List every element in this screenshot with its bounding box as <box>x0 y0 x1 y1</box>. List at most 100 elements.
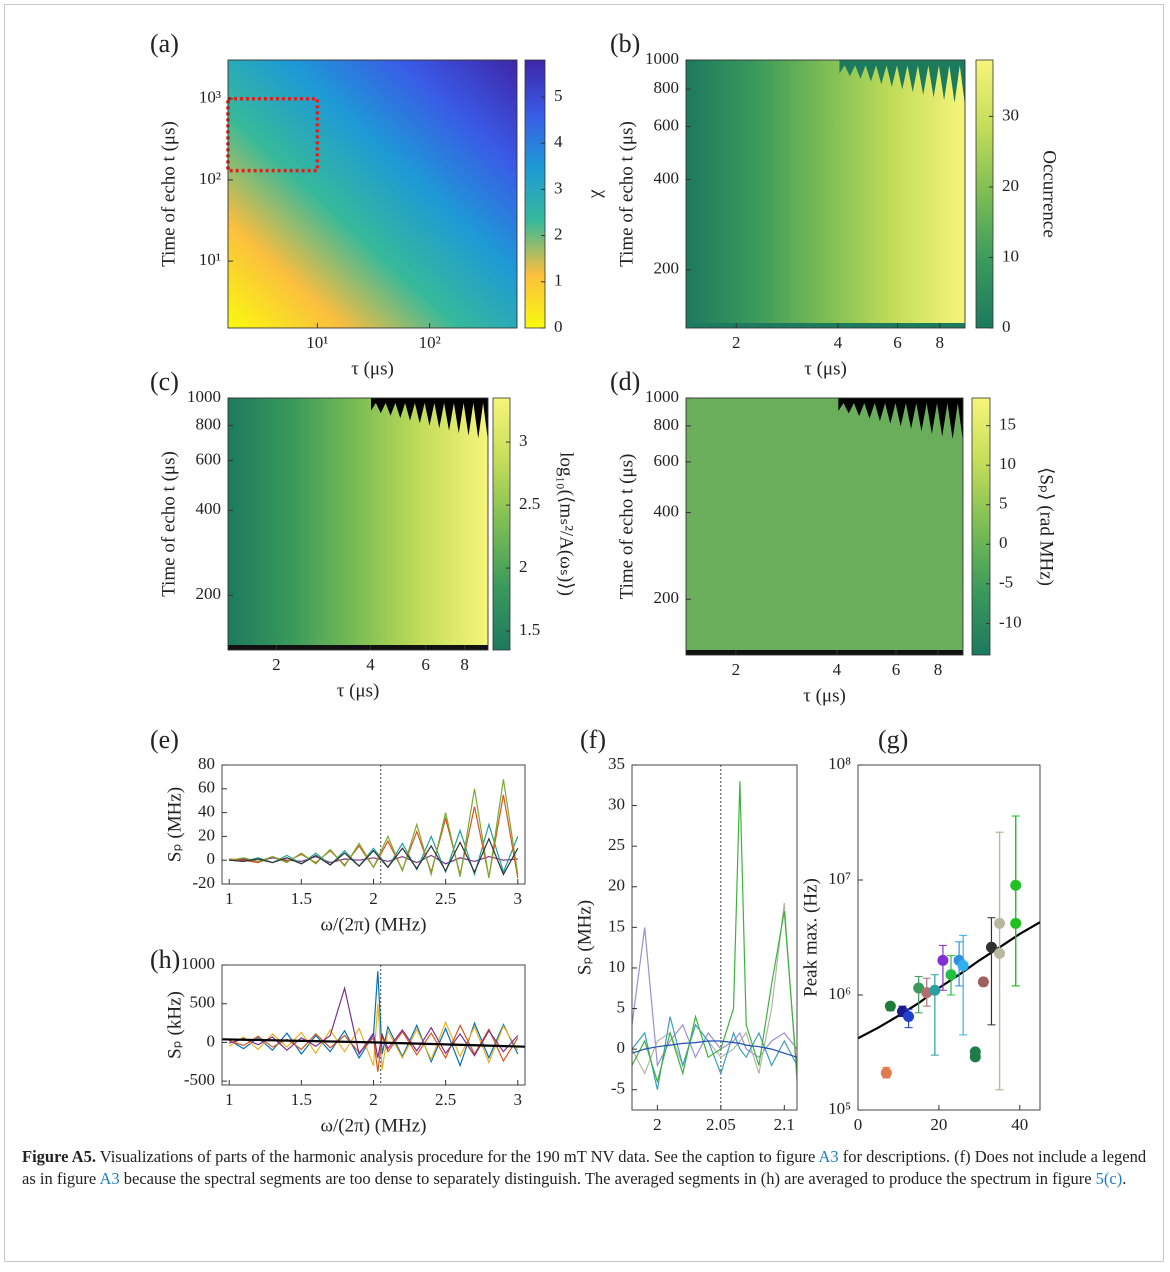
y-axis-label: Sₚ (kHz) <box>164 991 185 1059</box>
x-axis-label: ω/(2π) (MHz) <box>321 914 427 935</box>
figure: (a) 0 1 2 3 4 5 χ 10¹ 10² 10¹ 10² 10³ τ (μs) Time of e… <box>150 29 1060 1136</box>
panel-label: (d) <box>610 367 640 396</box>
x-axis-label: τ (μs) <box>803 685 846 706</box>
y-tick-label: -20 <box>192 873 215 892</box>
y-axis-label: Time of echo t (μs) <box>158 121 179 267</box>
panel-label: (e) <box>150 725 179 754</box>
point <box>913 982 925 994</box>
axes-box <box>857 764 1041 1111</box>
panel-label: (f) <box>580 725 606 754</box>
series-line <box>632 902 797 1082</box>
fit-line <box>222 1038 525 1048</box>
y-tick-label: 400 <box>654 168 680 187</box>
colorbar-tick-label: 1.5 <box>519 620 540 639</box>
panel-label: (c) <box>150 367 179 396</box>
panel-label: (a) <box>150 29 179 58</box>
colorbar-tick-label: 10 <box>999 454 1016 473</box>
series-line <box>229 794 519 879</box>
y-axis-label: Time of echo t (μs) <box>158 451 179 597</box>
caption-link[interactable]: A3 <box>818 1147 839 1166</box>
caption-text: Visualizations of parts of the harmonic … <box>95 1147 819 1166</box>
y-tick-label: 1000 <box>645 387 679 406</box>
caption-text: . <box>1122 1169 1127 1188</box>
series-line <box>632 1040 797 1058</box>
y-tick-label: 200 <box>196 584 222 603</box>
saturated-region <box>371 398 488 441</box>
point <box>937 954 949 966</box>
y-tick-label: 35 <box>608 754 625 773</box>
y-tick-label: 1000 <box>181 954 215 973</box>
caption-link[interactable]: A3 <box>99 1169 120 1188</box>
colorbar-tick-label: 0 <box>554 317 563 336</box>
x-axis-label: τ (μs) <box>351 358 394 379</box>
y-tick-label: 500 <box>190 993 216 1012</box>
y-tick-label: 800 <box>654 415 680 434</box>
heatmap-field <box>686 60 965 328</box>
heatmap-field <box>228 398 488 650</box>
x-tick-label: 4 <box>833 660 842 679</box>
y-tick-label: 10 <box>608 957 625 976</box>
series-line <box>229 837 519 876</box>
x-tick-label: 6 <box>893 333 902 352</box>
series-line <box>229 1024 519 1072</box>
point <box>957 960 969 972</box>
colorbar-tick-label: 1 <box>554 271 563 290</box>
y-tick-label: 20 <box>198 825 215 844</box>
y-tick-label: 30 <box>608 794 625 813</box>
highlight-box <box>226 96 320 173</box>
y-tick-label: 1000 <box>187 387 221 406</box>
colorbar-tick-label: 30 <box>1002 105 1019 124</box>
colorbar-tick-label: 3 <box>554 178 563 197</box>
x-tick-label: 4 <box>366 655 375 674</box>
y-tick-label: 10⁸ <box>828 754 851 773</box>
colorbar-tick-label: 0 <box>999 533 1008 552</box>
caption-text: because the spectral segments are too de… <box>119 1169 1096 1188</box>
colorbar <box>975 59 994 329</box>
colorbar-tick-label: 15 <box>999 415 1016 434</box>
x-axis-label: τ (μs) <box>804 358 847 379</box>
bottom-band <box>686 650 963 655</box>
panel-label: (g) <box>878 725 908 754</box>
x-tick-label: 3 <box>514 889 523 908</box>
axes-box <box>227 59 518 329</box>
y-tick-label: 25 <box>608 835 625 854</box>
y-tick-label: 10¹ <box>199 250 221 269</box>
point <box>945 969 957 981</box>
colorbar-tick-label: 5 <box>554 86 563 105</box>
series-line <box>228 1003 519 1070</box>
figure-frame <box>4 4 1164 1262</box>
y-tick-label: -500 <box>184 1070 215 1089</box>
panel-label: (h) <box>150 945 180 974</box>
colorbar-tick-label: -10 <box>999 612 1022 631</box>
series-line <box>632 927 797 1068</box>
point <box>884 1000 896 1012</box>
y-axis-label: Time of echo t (μs) <box>616 454 637 600</box>
y-tick-label: 1000 <box>645 49 679 68</box>
series-line <box>228 971 519 1068</box>
caption-link[interactable]: 5(c) <box>1095 1169 1123 1188</box>
point <box>977 976 989 988</box>
colorbar-label: χ <box>591 189 612 199</box>
y-axis-label: Peak max. (Hz) <box>800 878 821 997</box>
bottom-band <box>686 323 965 328</box>
x-tick-label: 8 <box>934 660 943 679</box>
colorbar-tick-label: 20 <box>1002 176 1019 195</box>
x-tick-label: 10² <box>419 333 441 352</box>
x-tick-label: 2 <box>732 333 741 352</box>
y-tick-label: 60 <box>198 778 215 797</box>
point <box>929 984 941 996</box>
colorbar-tick-label: 4 <box>554 132 563 151</box>
caption: Figure A5. Visualizations of parts of th… <box>22 1146 1147 1190</box>
y-tick-label: 800 <box>654 78 680 97</box>
x-tick-label: 6 <box>421 655 430 674</box>
x-tick-label: 2.5 <box>435 889 456 908</box>
y-tick-label: 15 <box>608 916 625 935</box>
series-line <box>632 781 797 1084</box>
y-tick-label: 10⁷ <box>828 869 851 888</box>
x-tick-label: 0 <box>854 1115 863 1134</box>
colorbar-tick-label: 3 <box>519 431 528 450</box>
axes-box <box>685 59 966 329</box>
saturated-region <box>839 60 965 106</box>
colorbar-label: Occurrence <box>1039 150 1060 238</box>
